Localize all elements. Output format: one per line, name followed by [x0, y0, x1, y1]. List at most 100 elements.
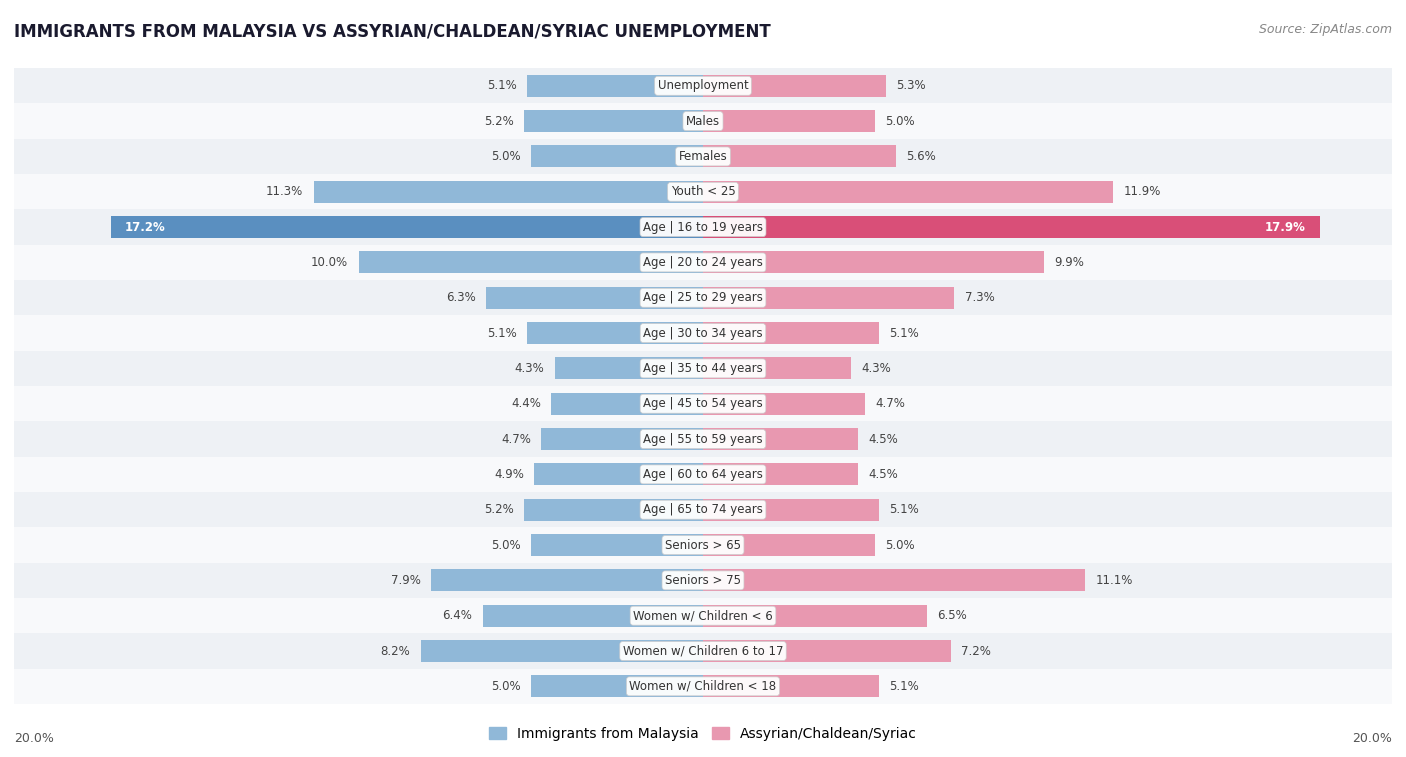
Text: Women w/ Children < 6: Women w/ Children < 6 — [633, 609, 773, 622]
Text: 4.7%: 4.7% — [501, 432, 531, 446]
Text: Women w/ Children < 18: Women w/ Children < 18 — [630, 680, 776, 693]
Text: 17.9%: 17.9% — [1265, 220, 1306, 234]
Text: Seniors > 65: Seniors > 65 — [665, 538, 741, 552]
Bar — [14, 492, 1392, 528]
Text: 17.2%: 17.2% — [124, 220, 165, 234]
Bar — [555, 357, 703, 379]
Bar — [703, 357, 851, 379]
Bar — [420, 640, 703, 662]
Text: Males: Males — [686, 114, 720, 128]
Text: 5.1%: 5.1% — [889, 680, 918, 693]
Text: Age | 25 to 29 years: Age | 25 to 29 years — [643, 291, 763, 304]
Bar — [703, 640, 950, 662]
Text: 5.2%: 5.2% — [484, 114, 513, 128]
Bar — [14, 598, 1392, 634]
Text: 7.9%: 7.9% — [391, 574, 420, 587]
Text: Age | 45 to 54 years: Age | 45 to 54 years — [643, 397, 763, 410]
Bar — [14, 456, 1392, 492]
Bar — [527, 322, 703, 344]
Bar — [14, 386, 1392, 422]
Text: 4.7%: 4.7% — [875, 397, 905, 410]
Text: 4.3%: 4.3% — [515, 362, 544, 375]
Bar — [314, 181, 703, 203]
Text: Unemployment: Unemployment — [658, 79, 748, 92]
Text: Seniors > 75: Seniors > 75 — [665, 574, 741, 587]
Text: 6.3%: 6.3% — [446, 291, 475, 304]
Text: 5.0%: 5.0% — [491, 538, 520, 552]
Bar — [527, 75, 703, 97]
Bar — [430, 569, 703, 591]
Bar — [14, 174, 1392, 210]
Bar — [14, 350, 1392, 386]
Text: Age | 30 to 34 years: Age | 30 to 34 years — [643, 326, 763, 340]
Text: Age | 20 to 24 years: Age | 20 to 24 years — [643, 256, 763, 269]
Bar — [14, 422, 1392, 456]
Bar — [703, 75, 886, 97]
Text: 5.1%: 5.1% — [488, 79, 517, 92]
Bar — [703, 111, 875, 132]
Bar — [531, 534, 703, 556]
Text: 7.3%: 7.3% — [965, 291, 994, 304]
Bar — [531, 675, 703, 697]
Text: 5.1%: 5.1% — [889, 326, 918, 340]
Bar — [703, 287, 955, 309]
Text: 8.2%: 8.2% — [381, 644, 411, 658]
Bar — [14, 104, 1392, 139]
Text: 20.0%: 20.0% — [1353, 731, 1392, 745]
Bar — [524, 499, 703, 521]
Bar — [703, 145, 896, 167]
Text: 11.3%: 11.3% — [266, 185, 304, 198]
Text: 4.5%: 4.5% — [869, 432, 898, 446]
Text: Age | 35 to 44 years: Age | 35 to 44 years — [643, 362, 763, 375]
Text: 4.9%: 4.9% — [494, 468, 524, 481]
Text: Source: ZipAtlas.com: Source: ZipAtlas.com — [1258, 23, 1392, 36]
Text: Age | 55 to 59 years: Age | 55 to 59 years — [643, 432, 763, 446]
Bar — [703, 569, 1085, 591]
Text: Youth < 25: Youth < 25 — [671, 185, 735, 198]
Text: 5.0%: 5.0% — [886, 538, 915, 552]
Bar — [486, 287, 703, 309]
Text: 5.0%: 5.0% — [491, 150, 520, 163]
Text: 11.1%: 11.1% — [1095, 574, 1133, 587]
Legend: Immigrants from Malaysia, Assyrian/Chaldean/Syriac: Immigrants from Malaysia, Assyrian/Chald… — [484, 721, 922, 746]
Bar — [703, 428, 858, 450]
Text: 11.9%: 11.9% — [1123, 185, 1160, 198]
Bar — [14, 245, 1392, 280]
Bar — [14, 280, 1392, 316]
Bar — [551, 393, 703, 415]
Text: 4.3%: 4.3% — [862, 362, 891, 375]
Text: Age | 65 to 74 years: Age | 65 to 74 years — [643, 503, 763, 516]
Bar — [14, 634, 1392, 668]
Bar — [482, 605, 703, 627]
Bar — [14, 68, 1392, 104]
Text: IMMIGRANTS FROM MALAYSIA VS ASSYRIAN/CHALDEAN/SYRIAC UNEMPLOYMENT: IMMIGRANTS FROM MALAYSIA VS ASSYRIAN/CHA… — [14, 23, 770, 41]
Bar — [359, 251, 703, 273]
Bar — [703, 322, 879, 344]
Bar — [14, 316, 1392, 350]
Text: 10.0%: 10.0% — [311, 256, 349, 269]
Bar — [703, 534, 875, 556]
Bar — [14, 668, 1392, 704]
Bar — [703, 463, 858, 485]
Bar — [703, 181, 1114, 203]
Bar — [14, 528, 1392, 562]
Bar — [14, 139, 1392, 174]
Text: 5.0%: 5.0% — [491, 680, 520, 693]
Bar — [534, 463, 703, 485]
Text: 5.2%: 5.2% — [484, 503, 513, 516]
Text: 5.3%: 5.3% — [896, 79, 925, 92]
Text: 20.0%: 20.0% — [14, 731, 53, 745]
Text: Women w/ Children 6 to 17: Women w/ Children 6 to 17 — [623, 644, 783, 658]
Bar — [14, 562, 1392, 598]
Text: 5.6%: 5.6% — [907, 150, 936, 163]
Bar — [703, 499, 879, 521]
Bar — [703, 605, 927, 627]
Bar — [541, 428, 703, 450]
Bar — [531, 145, 703, 167]
Text: Age | 60 to 64 years: Age | 60 to 64 years — [643, 468, 763, 481]
Bar — [111, 217, 703, 238]
Text: Age | 16 to 19 years: Age | 16 to 19 years — [643, 220, 763, 234]
Bar — [703, 217, 1320, 238]
Bar — [703, 675, 879, 697]
Text: 9.9%: 9.9% — [1054, 256, 1084, 269]
